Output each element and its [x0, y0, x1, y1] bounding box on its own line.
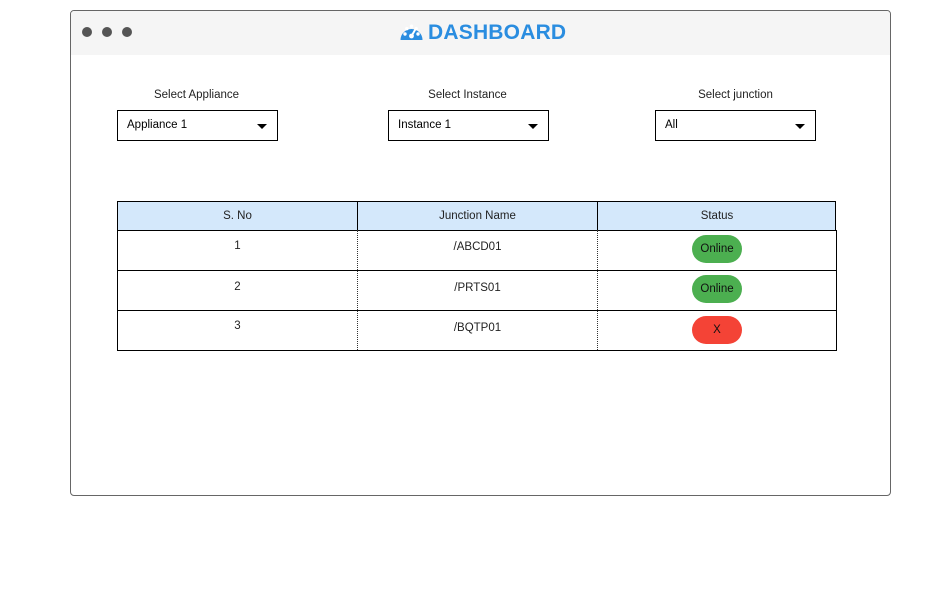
status-badge-online: Online [692, 275, 742, 303]
appliance-select[interactable]: Appliance 1 [117, 110, 278, 141]
junction-select-value: All [665, 119, 678, 131]
table-row[interactable]: 1 /ABCD01 Online [118, 230, 836, 270]
speedometer-icon [399, 20, 424, 47]
cell-junction-name: /PRTS01 [357, 271, 597, 310]
window-close-dot[interactable] [82, 27, 92, 37]
dashboard-window: DASHBOARD Select Appliance Appliance 1 S… [70, 10, 891, 496]
window-maximize-dot[interactable] [122, 27, 132, 37]
dashboard-title: DASHBOARD [428, 21, 567, 44]
instance-label: Select Instance [428, 89, 507, 101]
instance-select[interactable]: Instance 1 [388, 110, 549, 141]
column-header-status: Status [597, 202, 836, 230]
chevron-down-icon [528, 124, 538, 129]
junction-table: S. No Junction Name Status 1 /ABCD01 Onl… [117, 201, 837, 351]
table-row[interactable]: 3 /BQTP01 X [118, 310, 836, 350]
junction-select[interactable]: All [655, 110, 816, 141]
cell-sno: 3 [234, 320, 241, 332]
junction-label: Select junction [698, 89, 773, 101]
cell-status: Online [597, 230, 836, 270]
table-header: S. No Junction Name Status [117, 201, 836, 231]
cell-status: X [597, 311, 836, 350]
page-title: DASHBOARD [399, 19, 566, 47]
table-row[interactable]: 2 /PRTS01 Online [118, 270, 836, 310]
chevron-down-icon [257, 124, 267, 129]
window-titlebar: DASHBOARD [71, 11, 890, 55]
chevron-down-icon [795, 124, 805, 129]
column-header-junction-name: Junction Name [357, 202, 597, 230]
cell-junction-name: /ABCD01 [357, 230, 597, 270]
appliance-select-value: Appliance 1 [127, 119, 188, 131]
column-header-sno: S. No [223, 210, 252, 222]
cell-sno: 2 [234, 281, 241, 293]
instance-select-value: Instance 1 [398, 119, 452, 131]
window-minimize-dot[interactable] [102, 27, 112, 37]
cell-status: Online [597, 271, 836, 310]
cell-sno: 1 [234, 240, 241, 252]
appliance-label: Select Appliance [153, 89, 240, 101]
cell-junction-name: /BQTP01 [357, 311, 597, 350]
table-body: 1 /ABCD01 Online 2 /PRTS01 Online 3 /BQT… [117, 230, 837, 351]
status-badge-offline: X [692, 316, 742, 344]
status-badge-online: Online [692, 235, 742, 263]
